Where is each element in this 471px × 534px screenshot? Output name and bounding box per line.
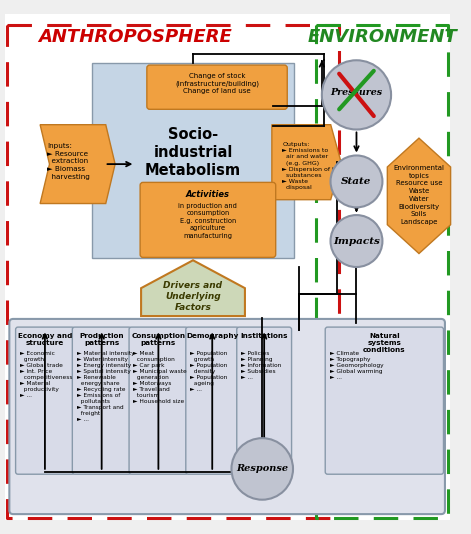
FancyBboxPatch shape bbox=[140, 183, 276, 257]
FancyBboxPatch shape bbox=[325, 327, 444, 474]
FancyBboxPatch shape bbox=[5, 14, 450, 520]
Polygon shape bbox=[272, 125, 341, 200]
Text: ► Population
  growth
► Population
  density
► Population
  ageing
► ...: ► Population growth ► Population density… bbox=[190, 351, 227, 391]
FancyBboxPatch shape bbox=[186, 327, 239, 474]
Text: Economy and
structure: Economy and structure bbox=[18, 333, 72, 347]
Polygon shape bbox=[141, 260, 245, 316]
Text: Pressures: Pressures bbox=[331, 89, 382, 98]
Text: Socio-
industrial
Metabolism: Socio- industrial Metabolism bbox=[145, 127, 241, 178]
Circle shape bbox=[322, 60, 391, 130]
Text: ► Meat
  consumption
► Car park
► Municipal waste
  generation
► Motorways
► Tra: ► Meat consumption ► Car park ► Municipa… bbox=[133, 351, 187, 404]
Text: Change of stock
(infrastructure/building)
Change of land use: Change of stock (infrastructure/building… bbox=[175, 73, 259, 95]
FancyBboxPatch shape bbox=[147, 65, 287, 109]
Text: Inputs:
► Resource
  extraction
► Biomass
  harvesting: Inputs: ► Resource extraction ► Biomass … bbox=[47, 143, 89, 180]
FancyBboxPatch shape bbox=[92, 63, 294, 258]
Text: Demography: Demography bbox=[186, 333, 238, 339]
Text: ANTHROPOSPHERE: ANTHROPOSPHERE bbox=[39, 28, 232, 46]
Text: ► Material intensity
► Water intensity
► Energy intensity
► Spatial intensity
► : ► Material intensity ► Water intensity ►… bbox=[77, 351, 134, 422]
Text: Activities: Activities bbox=[186, 190, 230, 199]
Text: Impacts: Impacts bbox=[333, 237, 380, 246]
FancyBboxPatch shape bbox=[73, 327, 131, 474]
Polygon shape bbox=[40, 125, 115, 203]
Circle shape bbox=[331, 215, 382, 267]
FancyBboxPatch shape bbox=[9, 319, 445, 514]
Text: ► Economic
  growth
► Global trade
► Int. Price
  competitiveness
► Material
  p: ► Economic growth ► Global trade ► Int. … bbox=[20, 351, 73, 398]
Text: Institutions: Institutions bbox=[240, 333, 288, 339]
Circle shape bbox=[331, 155, 382, 207]
Circle shape bbox=[231, 438, 293, 500]
Polygon shape bbox=[387, 138, 451, 254]
Text: Response: Response bbox=[236, 465, 288, 474]
Text: State: State bbox=[341, 177, 372, 186]
Text: Outputs:
► Emissions to
  air and water
  (e.g. GHG)
► Dispersion of toxic
  sub: Outputs: ► Emissions to air and water (e… bbox=[283, 142, 348, 191]
Text: Drivers and
Underlying
Factors: Drivers and Underlying Factors bbox=[163, 281, 223, 312]
FancyBboxPatch shape bbox=[129, 327, 188, 474]
Text: Consumption
patterns: Consumption patterns bbox=[131, 333, 186, 347]
Text: ► Climate
► Topography
► Geomorphology
► Global warming
► ...: ► Climate ► Topography ► Geomorphology ►… bbox=[330, 351, 383, 380]
FancyBboxPatch shape bbox=[237, 327, 292, 474]
Text: Natural
systems
conditions: Natural systems conditions bbox=[363, 333, 406, 354]
Text: in production and
consumption
E.g. construction
agriculture
manufacturing: in production and consumption E.g. const… bbox=[179, 202, 237, 239]
Text: ENVIRONMENT: ENVIRONMENT bbox=[308, 28, 457, 46]
Text: ► Policies
► Planning
► Information
► Subsidies
► ...: ► Policies ► Planning ► Information ► Su… bbox=[241, 351, 281, 380]
FancyBboxPatch shape bbox=[16, 327, 74, 474]
Text: Environmental
topics
Resource use
Waste
Water
Biodiversity
Soils
Landscape: Environmental topics Resource use Waste … bbox=[393, 165, 445, 225]
Text: Production
patterns: Production patterns bbox=[79, 333, 124, 347]
